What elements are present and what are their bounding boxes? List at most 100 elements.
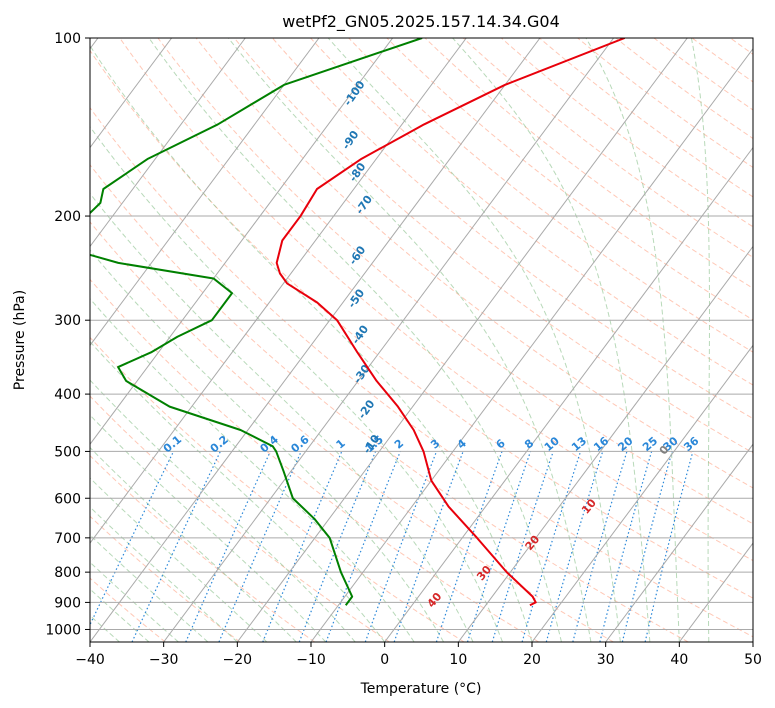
moist-adiabat-label: -80 <box>346 160 368 184</box>
mixing-ratio-line <box>185 451 271 642</box>
mixing-ratio-line <box>218 451 302 642</box>
x-tick-label: 30 <box>597 652 615 668</box>
y-axis-label: Pressure (hPa) <box>12 290 28 390</box>
dry-adiabat-line <box>501 38 753 228</box>
dry-adiabat-line <box>272 38 753 420</box>
dry-adiabat-label: 20 <box>523 533 543 553</box>
moist-adiabat-line <box>90 477 268 642</box>
y-tick-label: 700 <box>54 531 81 547</box>
dry-adiabat-line <box>90 515 241 642</box>
x-tick-label: −40 <box>75 652 105 668</box>
isotherm-line <box>384 146 753 642</box>
dry-adiabat-line <box>90 395 390 642</box>
moist-adiabat-line <box>90 340 386 642</box>
plot-frame <box>89 37 754 643</box>
mixing-ratio-line <box>131 451 221 642</box>
moist-adiabats <box>90 38 710 642</box>
profiles <box>90 38 626 607</box>
dry-adiabat-line <box>195 38 753 489</box>
moist-adiabat-label: -70 <box>353 193 375 217</box>
isotherm-line <box>752 641 753 642</box>
isotherm-line <box>90 38 320 347</box>
dry-adiabat-line <box>90 221 614 642</box>
moist-adiabat-line <box>327 38 621 642</box>
moist-adiabat-line <box>90 506 238 642</box>
dry-adiabat-line <box>653 38 753 111</box>
chart-title: wetPf2_GN05.2025.157.14.34.G04 <box>282 12 560 32</box>
moist-adiabat-line <box>90 125 503 642</box>
y-tick-label: 500 <box>54 444 81 460</box>
x-tick-label: 40 <box>670 652 688 668</box>
mixing-ratio-label: 2 <box>392 437 406 452</box>
moist-adiabat-line <box>90 379 356 642</box>
isotherm-line <box>90 38 173 149</box>
dry-adiabat-line <box>539 38 753 198</box>
isotherm-line <box>531 344 753 642</box>
moist-adiabat-line <box>90 192 474 642</box>
mixing-ratio-lines <box>90 451 694 642</box>
y-tick-label: 1000 <box>45 622 81 638</box>
mixing-ratio-line <box>393 451 464 642</box>
dry-adiabat-line <box>157 38 753 525</box>
moist-adiabat-line <box>227 38 592 642</box>
moist-adiabat-line <box>690 38 710 642</box>
dry-adiabat-line <box>90 49 753 599</box>
dry-adiabat-line <box>90 106 753 638</box>
y-axis-ticks: 100 200 300 400 500 600 700 800 900 1000 <box>45 31 90 638</box>
isotherm-line <box>90 38 541 642</box>
x-tick-label: 0 <box>380 652 389 668</box>
moist-adiabat-label: -60 <box>346 243 368 267</box>
moist-adiabat-line <box>452 38 651 642</box>
moist-adiabat-line <box>90 446 297 642</box>
moist-adiabat-line <box>148 38 562 642</box>
mixing-ratio-line <box>521 451 582 642</box>
dry-adiabats <box>90 38 775 642</box>
dry-adiabat-line <box>386 38 753 321</box>
x-tick-label: −30 <box>149 652 179 668</box>
x-tick-label: −20 <box>223 652 253 668</box>
moist-adiabat-line <box>90 44 533 642</box>
mixing-ratio-line <box>572 451 628 642</box>
isotherm-line <box>90 38 394 446</box>
dewpoint-profile-line <box>90 38 423 606</box>
isotherm-line <box>605 443 753 642</box>
mixing-ratio-line <box>90 451 175 627</box>
mixing-ratio-line <box>621 451 673 642</box>
moist-adiabat-line <box>585 38 680 642</box>
dry-adiabat-line <box>768 38 775 642</box>
mixing-ratio-line <box>491 451 554 642</box>
isotherm-line <box>236 38 688 642</box>
dry-adiabat-line <box>90 163 689 642</box>
mixing-ratio-line <box>644 451 694 642</box>
mixing-ratio-label: 3 <box>428 437 442 452</box>
dry-adiabat-line <box>310 38 753 386</box>
isotherm-line <box>90 38 246 248</box>
mixing-ratio-label: 0.2 <box>208 433 231 455</box>
temperature-profile-line <box>275 38 626 607</box>
x-axis-label: Temperature (°C) <box>360 681 482 697</box>
background-line-labels: 0.1 0.2 0.4 0.6 1 1.5 2 3 4 6 8 10 13 16 20 25 30 36-100-… <box>161 78 702 610</box>
moist-adiabat-label: -100 <box>341 78 368 108</box>
x-axis-ticks: −40 −30 −20 −10 0 10 20 30 40 50 <box>75 642 762 668</box>
y-tick-label: 900 <box>54 595 81 611</box>
moist-adiabat-label: -90 <box>339 128 361 152</box>
y-tick-label: 600 <box>54 491 81 507</box>
dry-adiabat-line <box>462 38 753 258</box>
isotherm-line <box>90 38 467 544</box>
dry-adiabat-line <box>90 336 465 642</box>
dry-adiabat-line <box>615 38 753 140</box>
dry-adiabat-label: 30 <box>474 563 494 583</box>
x-tick-label: 10 <box>449 652 467 668</box>
mixing-ratio-line <box>435 451 503 642</box>
dry-adiabat-line <box>348 38 753 353</box>
mixing-ratio-line <box>364 451 438 642</box>
y-tick-label: 200 <box>54 209 81 225</box>
moist-adiabat-label: -50 <box>345 286 367 310</box>
isobars <box>90 38 753 630</box>
isotherm-line <box>457 245 753 642</box>
x-tick-label: 20 <box>523 652 541 668</box>
mixing-ratio-label: 4 <box>455 436 469 451</box>
y-tick-label: 300 <box>54 313 81 329</box>
moist-adiabat-line <box>90 298 415 642</box>
